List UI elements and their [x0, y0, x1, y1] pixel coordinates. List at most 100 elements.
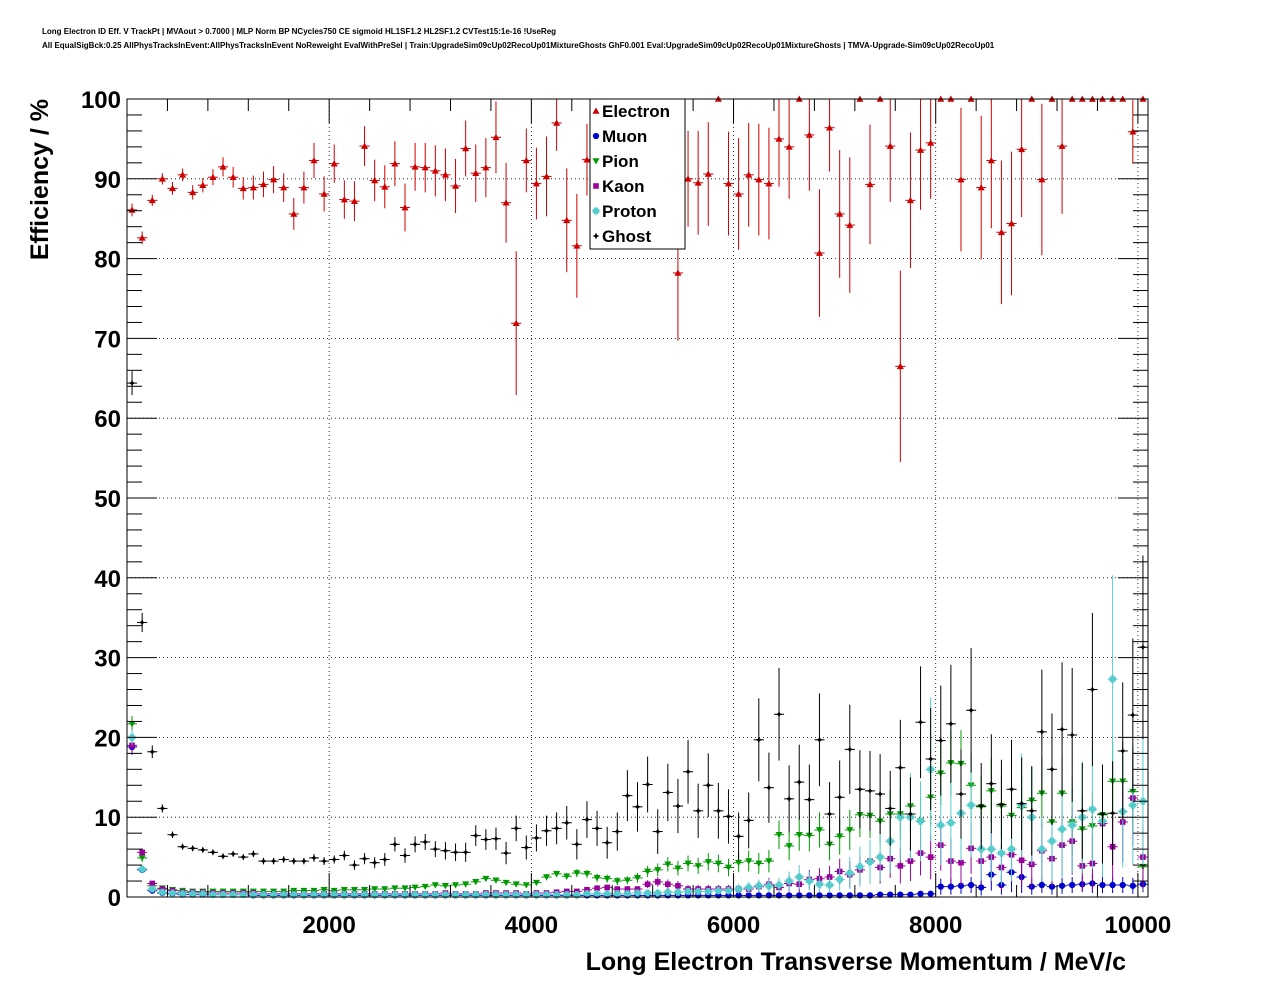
pion-marker — [553, 871, 561, 878]
ghost-marker — [189, 844, 197, 852]
ghost-marker — [906, 810, 914, 818]
ghost-point — [127, 371, 138, 396]
muon-marker — [937, 883, 944, 890]
ghost-point — [682, 739, 694, 804]
ghost-point — [986, 734, 997, 834]
electron-marker — [259, 180, 267, 188]
proton-point — [733, 884, 744, 894]
pion-point — [642, 865, 653, 878]
ghost-marker — [987, 780, 995, 788]
pion-marker — [340, 887, 348, 894]
muon-point — [753, 892, 764, 899]
pion-point — [339, 887, 350, 894]
electron-point — [763, 127, 774, 240]
proton-point — [844, 857, 855, 890]
ghost-point — [935, 685, 946, 796]
ghost-marker — [290, 857, 298, 865]
proton-marker — [431, 891, 439, 899]
electron-marker — [199, 181, 207, 188]
ghost-marker — [1048, 765, 1056, 773]
electron-point — [248, 175, 259, 200]
ghost-marker — [866, 787, 874, 795]
muon-marker — [856, 892, 864, 899]
proton-point — [1087, 749, 1098, 870]
electron-point — [864, 124, 876, 245]
ghost-point — [1046, 713, 1058, 826]
proton-point — [1036, 817, 1047, 882]
pion-marker — [452, 882, 460, 889]
legend-marker-kaon — [593, 183, 599, 189]
proton-marker — [896, 813, 904, 821]
ghost-point — [349, 860, 360, 870]
ghost-marker — [512, 824, 520, 832]
kaon-point — [602, 884, 613, 891]
ghost-point — [410, 836, 421, 853]
muon-marker — [876, 891, 884, 898]
electron-marker — [927, 139, 935, 146]
proton-point — [460, 891, 471, 899]
ghost-marker — [128, 379, 136, 387]
kaon-point — [147, 880, 158, 887]
pion-point — [521, 882, 532, 889]
electron-point — [470, 144, 481, 202]
electron-marker — [694, 179, 702, 186]
ghost-marker — [199, 846, 207, 854]
proton-point — [420, 891, 431, 899]
ghost-point — [248, 850, 259, 858]
proton-marker — [320, 891, 328, 899]
ghost-marker — [452, 848, 460, 856]
ghost-marker — [613, 828, 621, 836]
proton-marker — [522, 891, 530, 899]
muon-marker — [897, 891, 904, 898]
pion-point — [369, 886, 380, 893]
proton-marker — [724, 887, 732, 895]
proton-marker — [401, 891, 409, 899]
electron-marker — [330, 160, 338, 167]
proton-marker — [967, 801, 975, 809]
pion-point — [349, 887, 360, 894]
ghost-point — [693, 783, 704, 838]
ghost-marker — [300, 857, 308, 865]
pion-marker — [846, 827, 854, 834]
proton-point — [399, 891, 411, 899]
ghost-point — [723, 789, 734, 844]
pion-marker — [411, 884, 419, 891]
electron-point — [824, 99, 835, 172]
proton-point — [915, 781, 926, 862]
proton-point — [450, 891, 461, 899]
electron-marker — [421, 164, 429, 171]
ghost-marker — [664, 788, 672, 796]
proton-point — [723, 886, 734, 895]
pion-marker — [441, 883, 449, 890]
ghost-point — [581, 801, 593, 838]
ghost-point — [945, 664, 956, 783]
electron-point — [571, 193, 582, 298]
muon-point — [905, 891, 916, 898]
electron-marker — [452, 182, 460, 189]
pion-marker — [613, 878, 621, 885]
pion-marker — [583, 871, 591, 878]
electron-marker — [755, 176, 763, 183]
proton-point — [217, 891, 229, 899]
proton-point — [743, 881, 754, 894]
proton-marker — [866, 858, 874, 866]
kaon-marker — [1018, 857, 1025, 864]
pion-marker — [128, 721, 136, 728]
ghost-point — [1016, 757, 1027, 850]
ghost-point — [763, 752, 774, 823]
ghost-point — [511, 815, 522, 842]
kaon-marker — [897, 863, 904, 869]
ghost-marker — [1099, 810, 1107, 818]
ghost-point — [207, 848, 218, 856]
ghost-marker — [391, 840, 399, 848]
proton-point — [713, 886, 724, 895]
electron-point — [298, 171, 309, 204]
pion-point — [460, 881, 471, 888]
ghost-marker — [623, 792, 631, 800]
electron-marker — [350, 197, 358, 204]
ghost-point — [571, 829, 582, 860]
electron-marker — [815, 249, 823, 256]
ghost-point — [187, 844, 198, 852]
pion-point — [511, 881, 522, 888]
proton-marker — [1109, 675, 1117, 683]
